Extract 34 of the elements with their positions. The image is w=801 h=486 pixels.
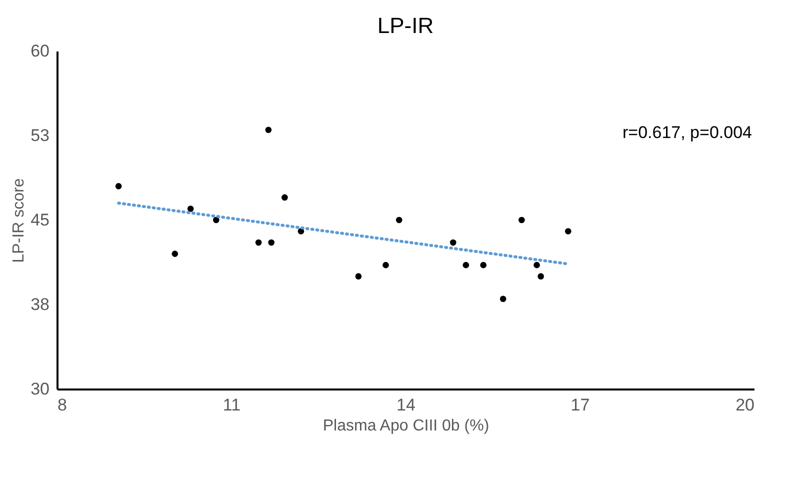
x-tick-label: 14	[396, 396, 416, 414]
y-tick-label: 45	[30, 210, 50, 230]
y-tick-label: 38	[30, 295, 50, 314]
point	[480, 262, 486, 268]
point	[382, 262, 389, 268]
point	[355, 273, 362, 280]
point	[212, 216, 220, 224]
x-axis-title: Plasma Apo CIII 0b (%)	[322, 418, 490, 434]
x-tick-label: 8	[58, 396, 67, 414]
point	[282, 194, 288, 201]
y-tick-label: 53	[30, 126, 50, 145]
y-tick-label: 30	[30, 380, 50, 398]
y-axis-title: LP-IR score	[10, 178, 28, 263]
point	[538, 273, 544, 280]
chart-title: LP-IR	[377, 13, 434, 38]
point	[462, 262, 470, 268]
point	[115, 183, 122, 190]
x-tick-label: 20	[736, 396, 754, 414]
point	[172, 250, 178, 257]
point	[564, 228, 572, 234]
annotation: r=0.617, p=0.004	[622, 123, 752, 142]
point	[518, 216, 525, 224]
point	[265, 126, 272, 134]
point	[268, 239, 274, 246]
point	[255, 239, 262, 246]
point	[396, 216, 402, 224]
point	[500, 296, 506, 302]
point	[298, 228, 304, 234]
x-tick-label: 17	[570, 396, 590, 414]
x-tick-label: 11	[222, 396, 241, 414]
point	[450, 239, 456, 246]
y-tick-label: 60	[30, 42, 50, 60]
point	[187, 206, 194, 212]
point	[534, 262, 540, 268]
